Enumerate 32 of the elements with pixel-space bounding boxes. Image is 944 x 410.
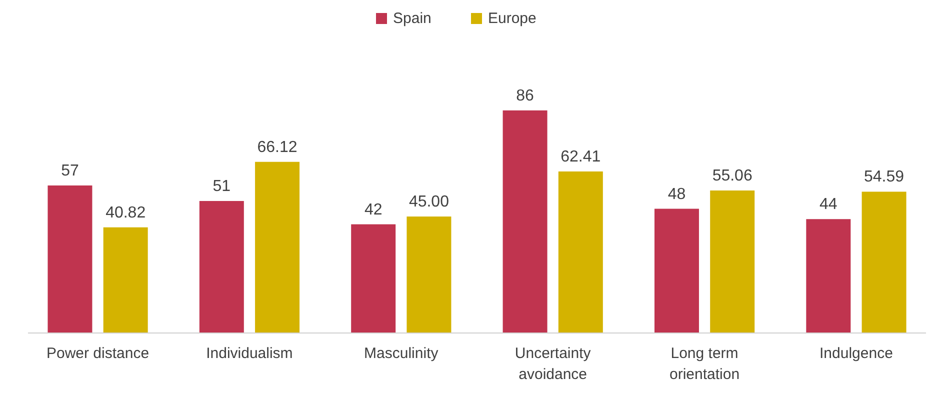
- data-label: 40.82: [106, 204, 146, 222]
- data-label: 55.06: [712, 167, 752, 184]
- bar: [862, 192, 906, 333]
- x-tick-label: Uncertainty avoidance: [514, 345, 592, 383]
- bar: [558, 171, 603, 333]
- bar: [406, 216, 452, 333]
- data-label: 51: [212, 178, 231, 195]
- data-label: 45.00: [408, 194, 450, 211]
- bar: [103, 227, 148, 333]
- bar: [199, 200, 244, 333]
- x-tick-label: Individualism: [206, 345, 293, 362]
- bar: [654, 208, 699, 333]
- data-label: 66.12: [257, 138, 298, 156]
- x-tick-label: Power distance: [46, 345, 150, 362]
- bar: [710, 190, 755, 333]
- data-label: 86: [516, 87, 534, 104]
- x-tick-label: Indulgence: [820, 345, 893, 362]
- x-tick-label: Long term orientation: [670, 345, 740, 383]
- data-label: 42: [364, 201, 382, 218]
- bar: [48, 185, 92, 333]
- legend-label: Spain: [393, 10, 432, 27]
- legend-label: Europe: [488, 10, 536, 27]
- data-label: 48: [668, 186, 686, 203]
- bar: [255, 162, 300, 333]
- bar: [806, 219, 851, 333]
- data-label: 54.59: [864, 168, 904, 186]
- data-label: 62.41: [560, 148, 601, 166]
- bar: [351, 224, 396, 333]
- x-tick-label: Masculinity: [364, 345, 439, 362]
- data-label: 57: [61, 162, 79, 180]
- data-label: 44: [820, 196, 838, 214]
- bar: [502, 110, 548, 333]
